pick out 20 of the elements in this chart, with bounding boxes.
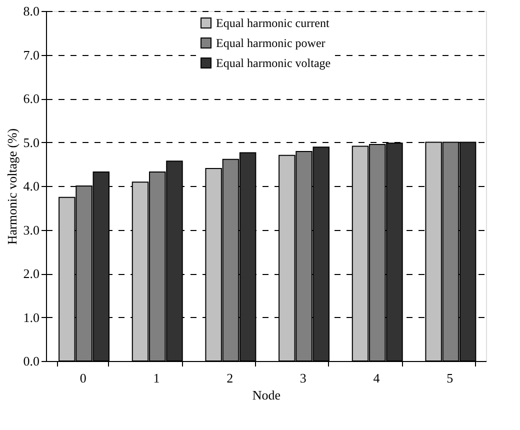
x-axis-title: Node bbox=[252, 388, 281, 402]
y-tick-label: 5.0 bbox=[23, 134, 40, 150]
y-tick-label: 6.0 bbox=[23, 91, 40, 106]
y-axis-title: Harmonic voltage (%) bbox=[4, 128, 20, 245]
x-tick-label: 0 bbox=[80, 370, 86, 386]
x-tick-label: 2 bbox=[226, 370, 234, 386]
y-tick-label: 1.0 bbox=[23, 310, 40, 325]
x-tick-label: 1 bbox=[153, 370, 160, 386]
x-tick-label: 5 bbox=[446, 370, 454, 386]
legend-label: Equal harmonic current bbox=[216, 16, 330, 30]
y-tick-label: 8.0 bbox=[23, 4, 40, 18]
y-tick-label: 0.0 bbox=[23, 354, 40, 368]
x-tick-label: 3 bbox=[300, 370, 306, 386]
y-tick-label: 2.0 bbox=[23, 266, 40, 281]
x-tick-label: 4 bbox=[373, 370, 380, 386]
legend-label: Equal harmonic voltage bbox=[216, 56, 331, 70]
y-tick-label: 3.0 bbox=[23, 222, 40, 238]
legend-label: Equal harmonic power bbox=[216, 36, 326, 50]
y-tick-label: 7.0 bbox=[23, 47, 40, 62]
y-tick-label: 4.0 bbox=[23, 178, 40, 194]
